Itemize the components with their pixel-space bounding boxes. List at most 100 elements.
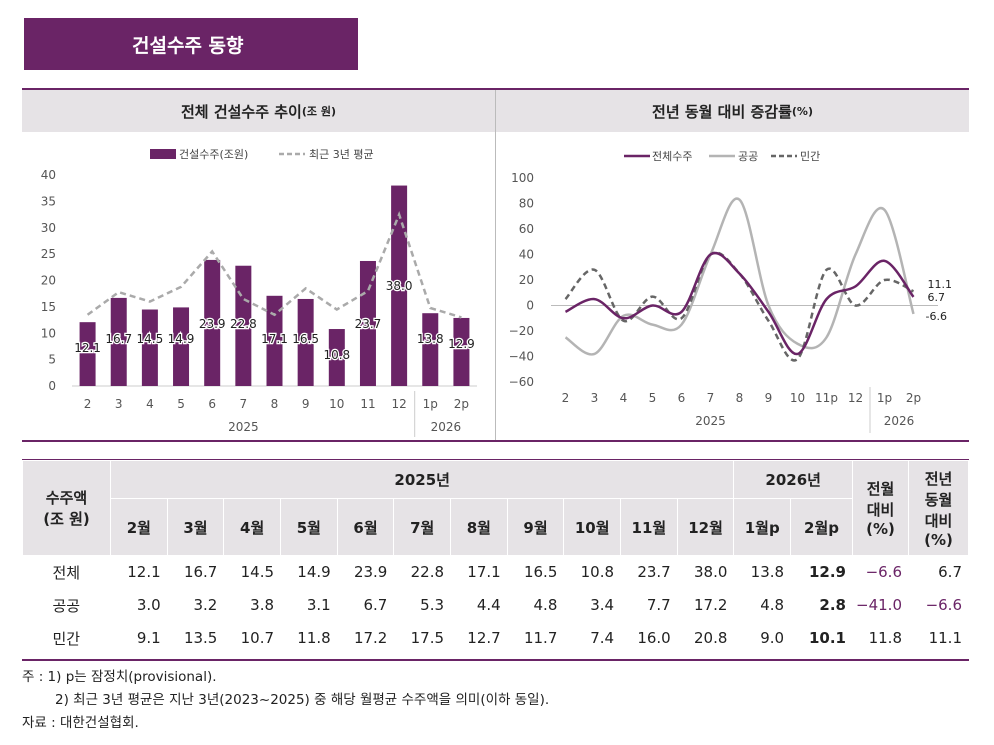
month-header: 1월p <box>733 498 792 556</box>
bar-data-label: 23.9 <box>199 317 226 331</box>
legend-label-public: 공공 <box>738 150 758 163</box>
table-cell: 17.5 <box>393 621 452 655</box>
table-cell-yoy: 11.1 <box>908 621 969 655</box>
table-cell: 17.2 <box>676 588 735 622</box>
end-label-public: -6.6 <box>926 310 947 323</box>
bar-data-label: 14.9 <box>168 332 195 346</box>
table-cell: 17.1 <box>450 555 508 589</box>
y-tick-label: 80 <box>519 197 534 211</box>
mom-header: 전월 대비 (%) <box>852 460 909 556</box>
x-tick-label: 6 <box>208 397 216 411</box>
avg-line <box>86 210 462 319</box>
x-tick-label: 6 <box>678 391 686 405</box>
x-tick-label: 5 <box>177 397 185 411</box>
table-cell: 12.9 <box>790 555 853 589</box>
year-label: 2026 <box>884 414 915 428</box>
row-label: 민간 <box>22 621 111 655</box>
x-tick-label: 3 <box>591 391 599 405</box>
y-tick-label: 0 <box>48 379 56 393</box>
month-header-row: 2월 3월 4월 5월 6월 7월 8월 9월 10월 11월 12월 1월p 2월p <box>23 498 969 556</box>
table-cell: 7.7 <box>620 588 678 622</box>
table-row: 전체 12.1 16.7 14.5 14.9 23.9 22.8 17.1 16.5 10.8 23… <box>22 555 969 589</box>
x-tick-label: 7 <box>707 391 715 405</box>
year-2026-header: 2026년 <box>733 460 853 499</box>
bar-data-label: 16.7 <box>105 332 132 346</box>
table-row: 공공 3.0 3.2 3.8 3.1 6.7 5.3 4.4 4.8 3.4 7.7 17.2 4.8 2… <box>22 588 969 622</box>
table-cell: 12.1 <box>110 555 168 589</box>
note-source: 자료 : 대한건설협회. <box>22 715 139 731</box>
x-tick-label: 1p <box>877 391 892 405</box>
legend-label-total: 전체수주 <box>652 150 692 163</box>
x-tick-label: 2p <box>906 391 921 405</box>
x-tick-label: 3 <box>115 397 123 411</box>
end-label-total: 6.7 <box>928 291 946 304</box>
y-tick-label: 35 <box>41 194 56 208</box>
table-cell-mom: −6.6 <box>852 555 909 589</box>
x-tick-label: 10 <box>329 397 344 411</box>
table-cell: 9.0 <box>733 621 792 655</box>
y-tick-label: 10 <box>41 326 56 340</box>
table-cell: 13.8 <box>733 555 792 589</box>
legend-label-avg: 최근 3년 평균 <box>309 148 374 161</box>
page-title: 건설수주 동향 <box>24 18 358 70</box>
table-cell: 3.1 <box>280 588 338 622</box>
table-cell: 16.5 <box>506 555 565 589</box>
footnotes: 주 : 1) p는 잠정치(provisional). 2) 최근 3년 평균은… <box>22 666 549 735</box>
x-tick-label: 9 <box>302 397 310 411</box>
table-cell: 16.0 <box>620 621 678 655</box>
y-tick-label: 20 <box>41 274 56 288</box>
bar-data-label: 13.8 <box>417 332 444 346</box>
table-cell: 4.4 <box>450 588 508 622</box>
table-cell: 14.5 <box>223 555 282 589</box>
panel-divider <box>495 90 496 440</box>
bar-data-label: 16.5 <box>292 332 319 346</box>
series-line-total <box>564 251 915 356</box>
legend-label-bar: 건설수주(조원) <box>179 148 248 161</box>
year-2025-header: 2025년 <box>109 460 735 499</box>
table-corner-header: 수주액 (조 원) <box>22 460 111 556</box>
table-cell: 22.8 <box>393 555 452 589</box>
y-tick-label: 30 <box>41 221 56 235</box>
month-header: 2월p <box>790 498 853 556</box>
x-tick-label: 9 <box>765 391 773 405</box>
y-tick-label: 0 <box>526 299 534 313</box>
table-cell: 11.8 <box>280 621 338 655</box>
table-cell-yoy: −6.6 <box>908 588 969 622</box>
bar-data-label: 14.5 <box>137 332 164 346</box>
year-label: 2025 <box>228 420 259 434</box>
month-header: 2월 <box>110 498 168 556</box>
table-cell: 3.2 <box>166 588 225 622</box>
y-tick-label: 100 <box>511 171 534 185</box>
panel-top-rule <box>22 88 969 90</box>
note-provisional: 주 : 1) p는 잠정치(provisional). <box>22 669 217 685</box>
legend-swatch-bar <box>150 149 176 159</box>
table-cell: 6.7 <box>336 588 395 622</box>
y-tick-label: 20 <box>519 273 534 287</box>
table-cell: 11.7 <box>506 621 565 655</box>
x-tick-label: 12 <box>391 397 406 411</box>
month-header: 9월 <box>506 498 565 556</box>
table-cell: 3.8 <box>223 588 282 622</box>
y-tick-label: 40 <box>41 168 56 182</box>
x-tick-label: 1p <box>423 397 438 411</box>
table-cell: 4.8 <box>733 588 792 622</box>
legend-label-private: 민간 <box>800 150 820 163</box>
bar-data-label: 10.8 <box>323 348 350 362</box>
x-tick-label: 8 <box>271 397 279 411</box>
table-row: 민간 9.1 13.5 10.7 11.8 17.2 17.5 12.7 11.7 7.4 16.0… <box>22 621 969 655</box>
month-header: 7월 <box>393 498 452 556</box>
note-3yr-average: 2) 최근 3년 평균은 지난 3년(2023~2025) 중 해당 월평균 수… <box>55 692 550 708</box>
x-tick-label: 11 <box>360 397 375 411</box>
table-cell: 16.7 <box>166 555 225 589</box>
table-cell: 10.1 <box>790 621 853 655</box>
y-tick-label: 15 <box>41 300 56 314</box>
row-label: 공공 <box>22 588 111 622</box>
table-cell: 17.2 <box>336 621 395 655</box>
x-tick-label: 12 <box>848 391 863 405</box>
x-tick-label: 5 <box>649 391 657 405</box>
table-cell: 10.7 <box>223 621 282 655</box>
bar-data-label: 22.8 <box>230 317 257 331</box>
month-header: 3월 <box>166 498 225 556</box>
yoy-header: 전년 동월 대비 (%) <box>908 460 969 556</box>
y-tick-label: 25 <box>41 247 56 261</box>
